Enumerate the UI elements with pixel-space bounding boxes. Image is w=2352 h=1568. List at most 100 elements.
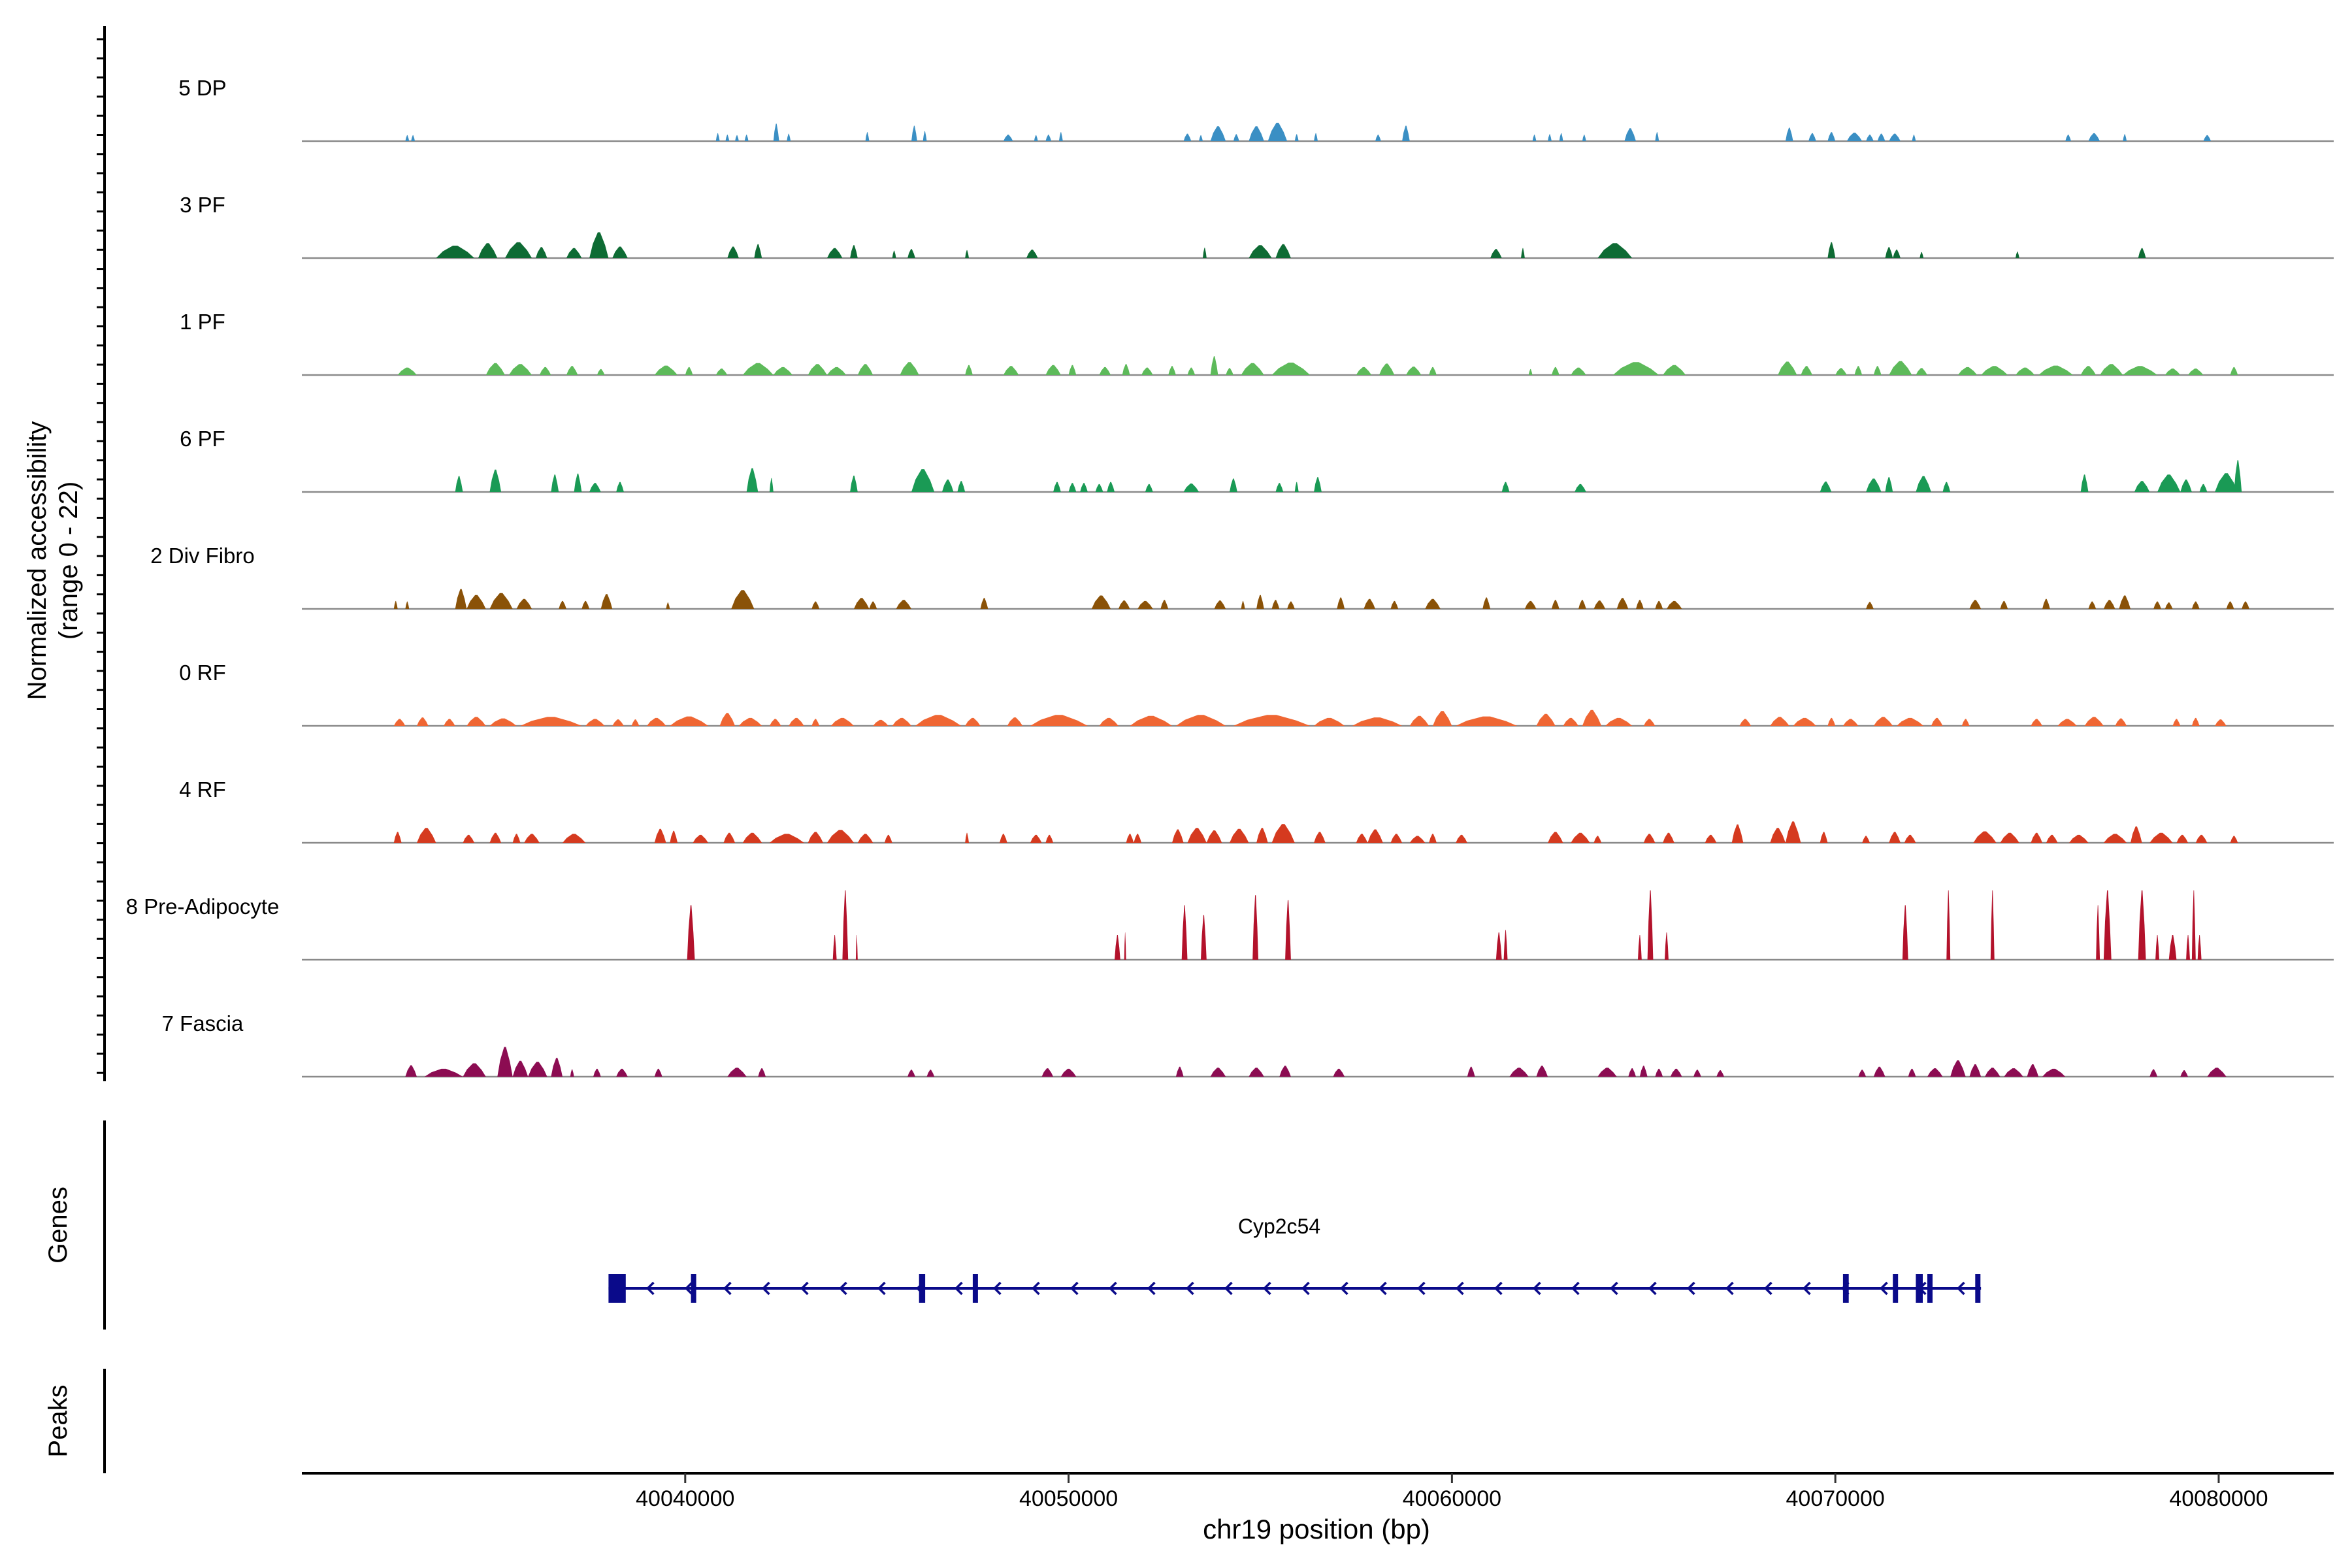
- coverage-peak: [1456, 716, 1518, 726]
- coverage-peak: [489, 469, 502, 492]
- gene-name-label: Cyp2c54: [1238, 1215, 1320, 1238]
- coverage-peak: [1897, 717, 1924, 726]
- coverage-peak: [719, 713, 736, 726]
- coverage-peak: [1337, 597, 1345, 609]
- coverage-peak: [1285, 900, 1291, 960]
- coverage-peak: [508, 364, 532, 375]
- coverage-peak: [854, 598, 870, 609]
- coverage-peak: [1375, 135, 1381, 141]
- coverage-peak: [965, 832, 969, 843]
- coverage-peak: [505, 242, 532, 258]
- coverage-peak: [2119, 595, 2131, 609]
- coverage-peak: [1134, 834, 1142, 843]
- coverage-peak: [1582, 135, 1586, 141]
- coverage-peak: [811, 601, 820, 609]
- coverage-peak: [1931, 717, 1943, 726]
- strand-arrow: [684, 1281, 693, 1296]
- coverage-peak: [693, 834, 708, 843]
- coverage-peak: [2027, 1064, 2039, 1077]
- coverage-peak: [1230, 828, 1249, 843]
- coverage-peak: [1624, 128, 1636, 141]
- track-2-div-fibro: 2 Div Fibro: [150, 544, 2334, 610]
- x-tick-label: 40050000: [1019, 1486, 1118, 1511]
- coverage-peak: [1203, 248, 1207, 258]
- track-4-rf: 4 RF: [179, 777, 2334, 844]
- coverage-peak: [1785, 127, 1793, 141]
- strand-arrow: [1147, 1281, 1156, 1296]
- track-label: 6 PF: [180, 427, 225, 451]
- coverage-peak: [2188, 368, 2204, 375]
- strand-arrow: [1879, 1281, 1888, 1296]
- coverage-peak: [1041, 1068, 1054, 1077]
- coverage-peak: [2155, 935, 2159, 960]
- gene-utr-exon: [608, 1274, 626, 1303]
- coverage-peak: [1927, 1068, 1943, 1077]
- coverage-peak: [826, 830, 854, 843]
- coverage-peak: [731, 590, 755, 609]
- coverage-peak: [2042, 598, 2050, 609]
- coverage-peak: [1693, 1070, 1701, 1077]
- coverage-peak: [424, 1068, 463, 1077]
- coverage-peak: [725, 135, 730, 141]
- coverage-peak: [1801, 366, 1812, 375]
- coverage-peak: [1638, 935, 1642, 960]
- coverage-peak: [1210, 1068, 1226, 1077]
- coverage-peak: [1643, 719, 1656, 726]
- coverage-peak: [1667, 600, 1682, 609]
- track-label: 5 DP: [178, 76, 226, 100]
- coverage-peak: [1827, 717, 1836, 726]
- coverage-peak: [670, 716, 708, 726]
- track-label: 8 Pre-Adipocyte: [126, 894, 280, 919]
- coverage-peak: [1501, 482, 1510, 492]
- strand-arrow: [1108, 1281, 1117, 1296]
- coverage-peak: [417, 828, 436, 843]
- coverage-peak: [1026, 250, 1038, 258]
- coverage-peak: [1256, 595, 1264, 609]
- coverage-peak: [2207, 1068, 2227, 1077]
- coverage-peak: [1902, 905, 1908, 960]
- strand-arrow: [838, 1281, 847, 1296]
- coverage-peak: [570, 1069, 574, 1077]
- coverage-peak: [2103, 600, 2115, 609]
- coverage-peak: [1210, 126, 1226, 141]
- coverage-peak: [2153, 601, 2161, 609]
- coverage-peak: [1271, 363, 1311, 375]
- coverage-peak: [2080, 366, 2097, 375]
- coverage-peak: [585, 719, 605, 726]
- coverage-peak: [1916, 368, 1927, 375]
- gene-exon: [691, 1274, 696, 1303]
- coverage-peak: [1571, 367, 1586, 375]
- coverage-peak: [965, 365, 973, 375]
- coverage-peak: [612, 719, 624, 726]
- coverage-peak: [1226, 368, 1233, 375]
- coverage-peak: [1559, 133, 1563, 141]
- coverage-peak: [1271, 600, 1280, 609]
- x-tick-label: 40060000: [1403, 1486, 1501, 1511]
- track-label: 7 Fascia: [162, 1011, 244, 1036]
- coverage-peak: [2069, 834, 2089, 843]
- coverage-peak: [616, 482, 624, 492]
- coverage-peak: [1249, 1068, 1264, 1077]
- strand-arrow: [877, 1281, 886, 1296]
- coverage-peak: [811, 719, 820, 726]
- strand-arrow: [1455, 1281, 1464, 1296]
- coverage-peak: [524, 834, 540, 843]
- coverage-peak: [1571, 832, 1590, 843]
- x-tick-label: 40040000: [636, 1486, 734, 1511]
- coverage-peak: [911, 469, 935, 492]
- coverage-peak: [735, 135, 739, 141]
- coverage-peak: [1785, 821, 1801, 843]
- coverage-peak: [2230, 836, 2238, 843]
- coverage-peak: [1616, 598, 1629, 609]
- coverage-peak: [911, 125, 917, 141]
- strand-arrow: [1956, 1281, 1965, 1296]
- coverage-peak: [1130, 715, 1172, 726]
- coverage-peak: [2123, 134, 2127, 141]
- coverage-peak: [2100, 364, 2123, 375]
- coverage-peak: [2103, 890, 2112, 960]
- coverage-peak: [1275, 244, 1291, 258]
- coverage-peak: [393, 832, 402, 843]
- coverage-peak: [965, 250, 969, 258]
- strand-arrow: [1802, 1281, 1811, 1296]
